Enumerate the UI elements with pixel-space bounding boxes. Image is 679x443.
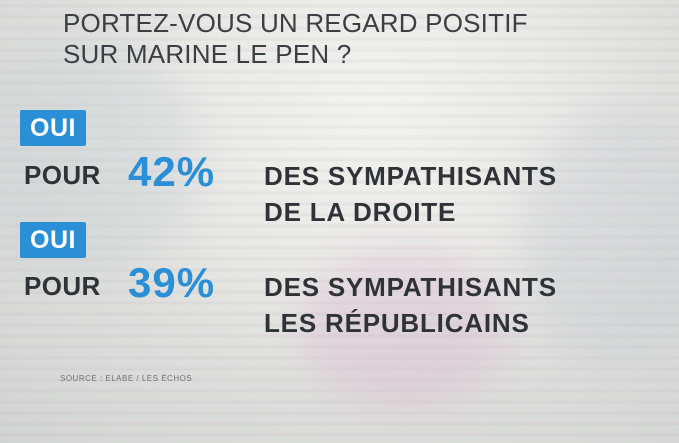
oui-badge: OUI bbox=[20, 222, 86, 258]
pour-label: POUR bbox=[24, 271, 101, 301]
description-line-1: DES SYMPATHISANTS bbox=[264, 161, 557, 191]
source-credit: SOURCE : ELABE / LES ÉCHOS bbox=[60, 374, 193, 383]
percent-value: 42% bbox=[128, 148, 216, 195]
description-line-2: LES RÉPUBLICAINS bbox=[264, 308, 530, 338]
description-line-2: DE LA DROITE bbox=[264, 197, 457, 227]
description-line-1: DES SYMPATHISANTS bbox=[264, 272, 557, 302]
pour-label: POUR bbox=[24, 160, 101, 190]
result-description: DES SYMPATHISANTS LES RÉPUBLICAINS bbox=[264, 269, 557, 341]
oui-badge: OUI bbox=[20, 110, 86, 146]
question-line-1: PORTEZ-VOUS UN REGARD POSITIF bbox=[63, 8, 528, 38]
background-blob bbox=[300, 250, 510, 410]
result-description: DES SYMPATHISANTS DE LA DROITE bbox=[264, 158, 557, 230]
percent-value: 39% bbox=[128, 259, 216, 306]
question-line-2: SUR MARINE LE PEN ? bbox=[63, 39, 352, 69]
background-blob bbox=[520, 110, 679, 370]
poll-question: PORTEZ-VOUS UN REGARD POSITIF SUR MARINE… bbox=[63, 8, 528, 70]
